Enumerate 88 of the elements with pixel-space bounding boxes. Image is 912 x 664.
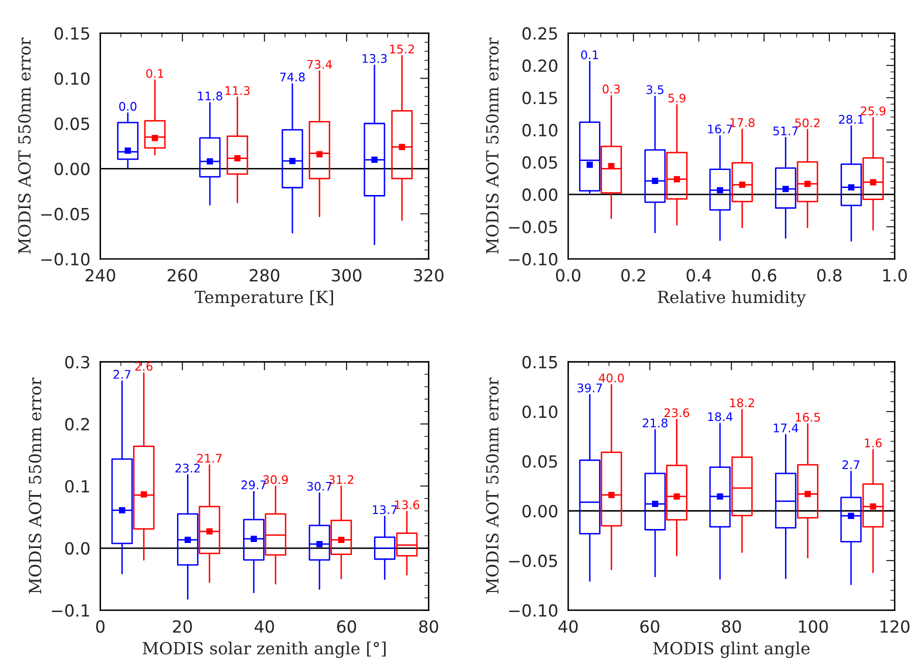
text: 13.3 bbox=[362, 54, 387, 63]
x-axis-title: MODIS solar zenith angle [°] bbox=[142, 642, 386, 658]
y-tick-label: −0.10 bbox=[509, 604, 558, 617]
text: 2.6 bbox=[135, 362, 152, 371]
x-tick-label: 0.4 bbox=[686, 268, 712, 282]
y-tick-label: 0.15 bbox=[522, 356, 557, 368]
y-axis-title: MODIS AOT 550nm error bbox=[28, 378, 42, 594]
y-tick-label: 0.05 bbox=[522, 156, 557, 169]
x-tick-label: 320 bbox=[414, 268, 444, 282]
y-tick-label: −0.05 bbox=[41, 208, 90, 220]
y-axis-title: MODIS AOT 550nm error bbox=[18, 38, 31, 254]
x-tick-label: 240 bbox=[86, 268, 116, 282]
y-tick-label: 0.3 bbox=[65, 356, 90, 368]
x-tick-label: 0.8 bbox=[817, 268, 842, 282]
text: 39.7 bbox=[578, 383, 602, 392]
text: 16.7 bbox=[708, 124, 732, 134]
text: 17.8 bbox=[730, 118, 755, 128]
x-axis-title: MODIS glint angle bbox=[653, 642, 810, 658]
y-tick-label: 0.00 bbox=[522, 188, 558, 202]
text: 74.8 bbox=[280, 72, 305, 82]
y-tick-label: −0.05 bbox=[509, 554, 557, 568]
text: 0.0 bbox=[119, 102, 136, 111]
x-tick-label: 80 bbox=[419, 620, 438, 633]
y-tick-label: −0.05 bbox=[509, 220, 557, 234]
text: 18.4 bbox=[708, 412, 732, 422]
text: 50.2 bbox=[795, 118, 820, 128]
text: 11.3 bbox=[226, 86, 250, 96]
text: 40.0 bbox=[598, 374, 624, 382]
y-tick-label: 0.15 bbox=[54, 27, 90, 40]
y-axis-title: MODIS AOT 550nm error bbox=[486, 38, 499, 254]
x-tick-label: 60 bbox=[640, 620, 660, 633]
text: 0.3 bbox=[602, 84, 620, 94]
text: 73.4 bbox=[307, 60, 332, 69]
text: 13.7 bbox=[372, 505, 397, 514]
x-axis-title: Temperature [K] bbox=[194, 290, 334, 306]
y-tick-label: 0.20 bbox=[522, 59, 558, 72]
text: 18.2 bbox=[730, 398, 754, 408]
y-tick-label: 0.00 bbox=[522, 504, 558, 518]
text: 2.7 bbox=[114, 370, 130, 379]
text: 17.4 bbox=[774, 424, 798, 432]
x-tick-label: 40 bbox=[254, 620, 274, 633]
x-tick-label: 0 bbox=[96, 620, 105, 633]
x-tick-label: 280 bbox=[250, 268, 280, 282]
text: 5.9 bbox=[668, 94, 686, 103]
text: 28.1 bbox=[838, 114, 864, 124]
y-tick-label: 0.05 bbox=[54, 117, 90, 130]
x-tick-label: 60 bbox=[337, 620, 356, 633]
y-tick-label: −0.1 bbox=[52, 604, 90, 617]
text: 21.7 bbox=[197, 454, 222, 462]
text: 15.2 bbox=[390, 44, 414, 54]
x-tick-label: 0.0 bbox=[556, 268, 580, 282]
y-tick-label: 0.15 bbox=[522, 92, 557, 104]
y-tick-label: 0.00 bbox=[54, 162, 90, 176]
text: 21.8 bbox=[642, 418, 668, 428]
text: 16.5 bbox=[796, 412, 820, 422]
x-tick-label: 0.6 bbox=[752, 268, 776, 282]
x-tick-label: 80 bbox=[722, 620, 741, 633]
x-axis-title: Relative humidity bbox=[658, 290, 806, 307]
text: 23.2 bbox=[175, 464, 200, 473]
x-tick-label: 1.0 bbox=[883, 268, 907, 282]
text: 0.1 bbox=[146, 68, 164, 78]
y-tick-label: −0.10 bbox=[509, 252, 558, 266]
y-tick-label: 0.10 bbox=[522, 124, 558, 137]
x-tick-label: 300 bbox=[332, 268, 362, 282]
y-tick-label: −0.10 bbox=[41, 252, 90, 266]
text: 1.6 bbox=[864, 438, 882, 448]
y-tick-label: 0.10 bbox=[54, 72, 90, 85]
y-tick-label: 0.10 bbox=[522, 406, 558, 418]
x-tick-label: 260 bbox=[168, 268, 198, 282]
text: 13.6 bbox=[395, 500, 420, 510]
x-tick-label: 40 bbox=[558, 620, 578, 633]
x-tick-label: 100 bbox=[798, 620, 828, 633]
text: 11.8 bbox=[198, 92, 222, 100]
text: 0.1 bbox=[581, 50, 598, 60]
x-tick-label: 120 bbox=[880, 620, 910, 633]
y-axis-title: MODIS AOT 550nm error bbox=[486, 378, 499, 594]
y-tick-label: 0.2 bbox=[65, 418, 89, 431]
y-tick-label: 0.25 bbox=[522, 27, 557, 40]
text: 3.5 bbox=[646, 85, 664, 94]
text: 51.7 bbox=[773, 126, 798, 136]
text: 25.9 bbox=[860, 106, 886, 116]
text: 2.7 bbox=[842, 460, 860, 469]
y-tick-label: 0.0 bbox=[65, 542, 90, 555]
y-tick-label: 0.1 bbox=[65, 480, 90, 493]
text: 23.6 bbox=[664, 408, 690, 418]
x-tick-label: 0.2 bbox=[621, 268, 646, 282]
y-tick-label: 0.05 bbox=[522, 455, 557, 468]
x-tick-label: 20 bbox=[173, 620, 192, 633]
